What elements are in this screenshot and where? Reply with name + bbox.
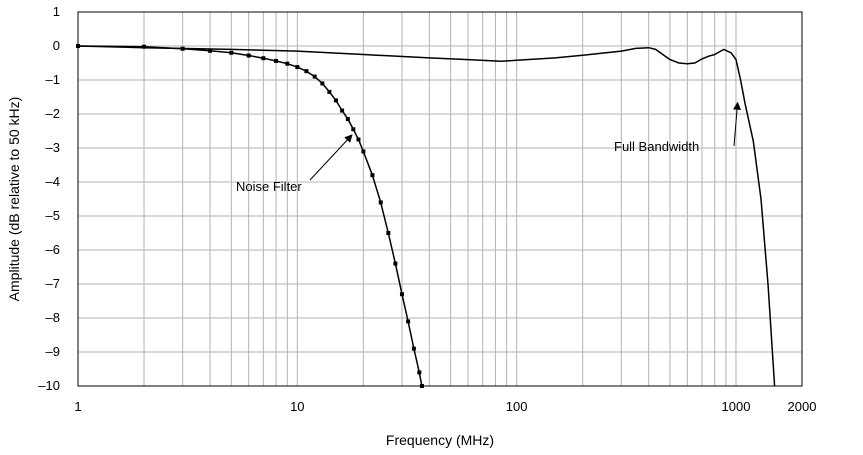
data-point-noise-filter bbox=[261, 56, 266, 61]
annotation-noise-filter: Noise Filter bbox=[236, 179, 302, 194]
data-point-noise-filter bbox=[345, 117, 350, 122]
y-tick-label: –5 bbox=[46, 208, 60, 223]
annotations: Noise Filter Full Bandwidth bbox=[236, 101, 742, 194]
data-point-noise-filter bbox=[246, 53, 251, 58]
x-tick-label: 2000 bbox=[788, 399, 817, 414]
data-point-noise-filter bbox=[208, 48, 213, 53]
data-point-noise-filter bbox=[417, 370, 422, 375]
grid-lines bbox=[78, 11, 802, 387]
data-point-noise-filter bbox=[351, 127, 356, 132]
data-point-noise-filter bbox=[320, 81, 325, 86]
y-tick-label: –8 bbox=[46, 310, 60, 325]
x-tick-label: 1000 bbox=[722, 399, 751, 414]
series-line-full-bandwidth bbox=[77, 45, 776, 387]
data-point-noise-filter bbox=[361, 149, 366, 154]
data-point-noise-filter bbox=[333, 98, 338, 103]
data-point-noise-filter bbox=[356, 137, 361, 142]
data-point-noise-filter bbox=[180, 46, 185, 51]
data-point-noise-filter bbox=[312, 74, 317, 79]
x-tick-label: 100 bbox=[506, 399, 528, 414]
y-tick-label: –1 bbox=[46, 72, 60, 87]
data-point-noise-filter bbox=[285, 61, 290, 66]
y-tick-label: –3 bbox=[46, 140, 60, 155]
y-tick-label: –2 bbox=[46, 106, 60, 121]
annotation-full-bandwidth: Full Bandwidth bbox=[614, 139, 699, 154]
annotation-arrow-full-bandwidth bbox=[733, 101, 742, 147]
y-tick-label: –6 bbox=[46, 242, 60, 257]
y-tick-label: –7 bbox=[46, 276, 60, 291]
annotation-arrow-noise-filter bbox=[309, 134, 353, 181]
x-tick-label: 1 bbox=[74, 399, 81, 414]
data-point-noise-filter bbox=[393, 261, 398, 266]
plot-frame bbox=[77, 11, 803, 387]
tick-labels: 10–1–2–3–4–5–6–7–8–9–101 10 100 1000 2000 bbox=[38, 4, 816, 414]
data-point-noise-filter bbox=[370, 173, 375, 178]
data-point-noise-filter bbox=[411, 346, 416, 351]
y-tick-label: 0 bbox=[53, 38, 60, 53]
data-point-noise-filter bbox=[378, 200, 383, 205]
data-point-noise-filter bbox=[304, 69, 309, 74]
y-tick-label: –9 bbox=[46, 344, 60, 359]
y-tick-label: –10 bbox=[38, 378, 60, 393]
data-point-noise-filter bbox=[406, 319, 411, 324]
data-point-noise-filter bbox=[142, 44, 147, 49]
data-point-noise-filter bbox=[399, 292, 404, 297]
data-point-noise-filter bbox=[274, 58, 279, 63]
data-point-noise-filter bbox=[386, 231, 391, 235]
data-point-noise-filter bbox=[229, 50, 234, 55]
data-point-noise-filter bbox=[340, 108, 345, 113]
x-tick-label: 10 bbox=[290, 399, 304, 414]
y-tick-label: –4 bbox=[46, 174, 60, 189]
x-axis-title: Frequency (MHz) bbox=[386, 432, 494, 448]
y-axis-title: Amplitude (dB relative to 50 kHz) bbox=[6, 97, 22, 302]
y-tick-label: 1 bbox=[53, 4, 60, 19]
data-point-noise-filter bbox=[327, 89, 332, 94]
data-point-noise-filter bbox=[295, 65, 300, 70]
